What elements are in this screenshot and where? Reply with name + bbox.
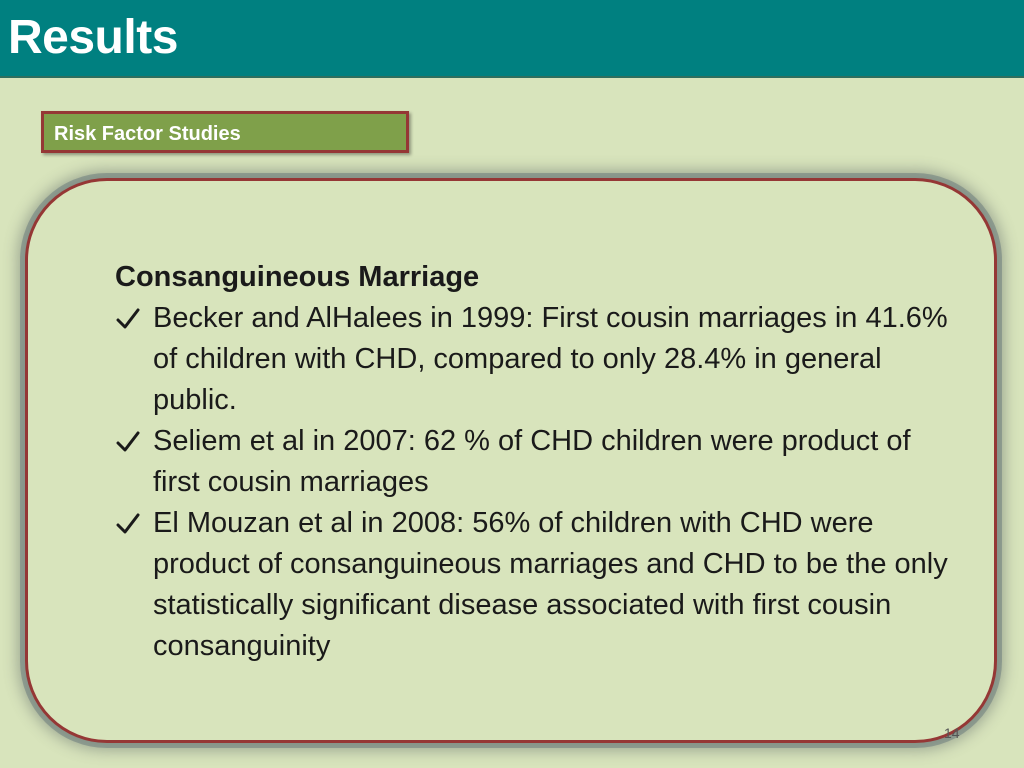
page-number: 14 bbox=[944, 725, 960, 741]
section-tag: Risk Factor Studies bbox=[41, 111, 409, 153]
content-heading: Consanguineous Marriage bbox=[115, 261, 480, 293]
slide-title: Results bbox=[8, 11, 178, 64]
header-bar: Results bbox=[0, 0, 1024, 78]
section-tag-label: Risk Factor Studies bbox=[54, 123, 241, 145]
check-icon bbox=[116, 308, 140, 329]
check-icon bbox=[116, 431, 140, 452]
content-card bbox=[25, 178, 997, 743]
bullet-text: Becker and AlHalees in 1999: First cousi… bbox=[153, 302, 948, 416]
bullet-item: El Mouzan et al in 2008: 56% of children… bbox=[115, 503, 955, 667]
bullet-text: Seliem et al in 2007: 62 % of CHD childr… bbox=[153, 425, 911, 498]
bullet-item: Seliem et al in 2007: 62 % of CHD childr… bbox=[115, 421, 955, 503]
bullet-item: Becker and AlHalees in 1999: First cousi… bbox=[115, 298, 955, 421]
bullet-list: Becker and AlHalees in 1999: First cousi… bbox=[115, 298, 955, 667]
bullet-text: El Mouzan et al in 2008: 56% of children… bbox=[153, 507, 948, 662]
check-icon bbox=[116, 513, 140, 534]
